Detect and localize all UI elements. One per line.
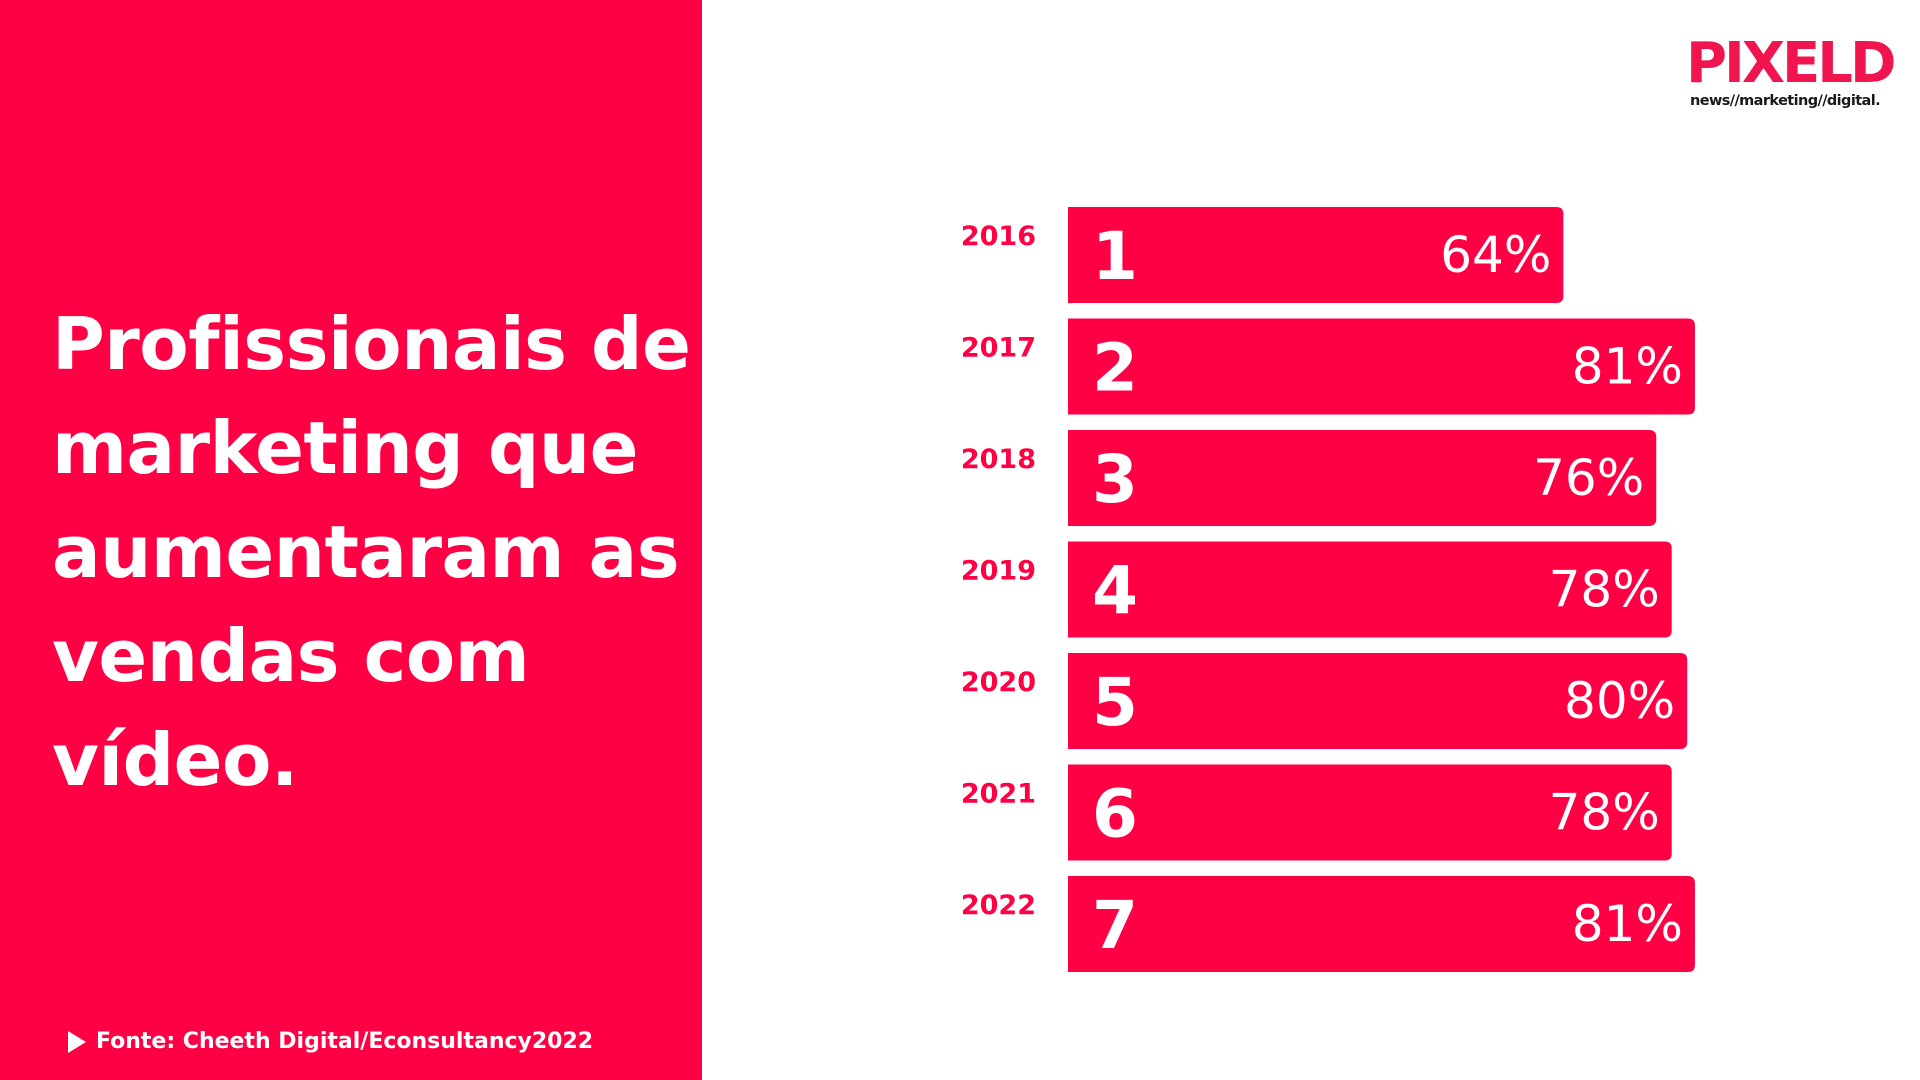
bar [1068, 430, 1657, 526]
year-label: 2016 [961, 221, 1036, 252]
rank-label: 6 [1092, 776, 1138, 853]
logo-wordmark: PIXELD [1686, 31, 1896, 96]
pixeld-logo: PIXELD news//marketing//digital. [1686, 31, 1896, 114]
bar-group: 2019 4 78% [961, 541, 1672, 638]
headline: Profissionais de marketing que aumentara… [52, 302, 691, 802]
bar [1068, 764, 1672, 861]
year-label: 2017 [961, 333, 1036, 364]
bar [1068, 541, 1672, 638]
rank-label: 7 [1092, 887, 1138, 964]
value-label: 81% [1572, 895, 1683, 953]
rank-label: 4 [1092, 553, 1138, 630]
year-label: 2020 [961, 667, 1036, 698]
value-label: 78% [1549, 561, 1660, 619]
bar [1068, 318, 1695, 415]
bar [1068, 876, 1695, 972]
rank-label: 2 [1092, 330, 1138, 407]
rank-label: 3 [1092, 441, 1138, 518]
source-text: Fonte: Cheeth Digital/Econsultancy2022 [96, 1029, 594, 1054]
source-note: Fonte: Cheeth Digital/Econsultancy2022 [68, 1028, 593, 1056]
value-label: 76% [1533, 449, 1644, 507]
value-label: 64% [1440, 226, 1551, 284]
bar-group: 2022 7 81% [961, 876, 1695, 972]
value-label: 80% [1564, 672, 1675, 730]
bar [1068, 653, 1688, 749]
year-label: 2021 [961, 779, 1036, 810]
bar-group: 2017 2 81% [961, 318, 1695, 415]
year-label: 2019 [961, 556, 1036, 587]
value-label: 81% [1572, 338, 1683, 396]
bar [1068, 207, 1564, 303]
year-label: 2022 [961, 890, 1036, 921]
bar-group: 2020 5 80% [961, 653, 1688, 749]
year-label: 2018 [961, 444, 1036, 475]
rank-label: 1 [1092, 218, 1138, 295]
play-triangle-icon [68, 1031, 86, 1053]
bar-group: 2021 6 78% [961, 764, 1672, 861]
rank-label: 5 [1092, 664, 1138, 741]
logo-tagline: news//marketing//digital. [1690, 93, 1881, 109]
left-panel: Profissionais de marketing que aumentara… [0, 0, 702, 1080]
value-label: 78% [1549, 784, 1660, 842]
bar-group: 2018 3 76% [961, 430, 1657, 526]
bar-group: 2016 1 64% [961, 207, 1564, 303]
